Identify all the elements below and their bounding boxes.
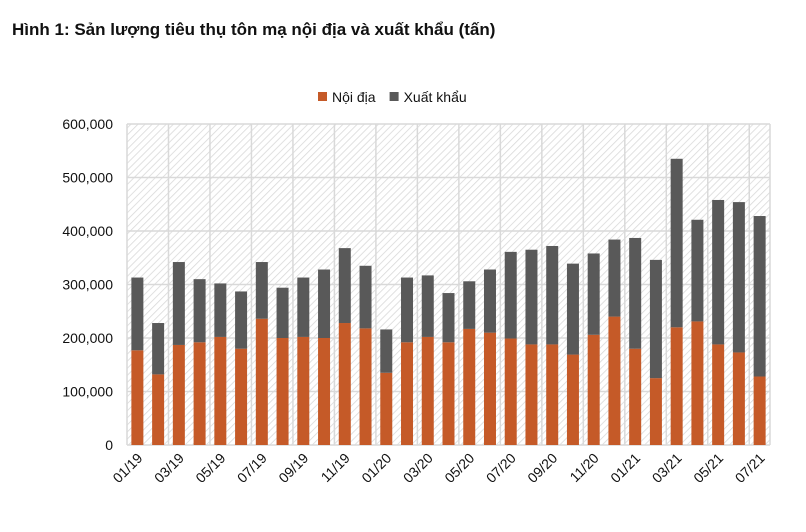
bar-noi-dia	[255, 318, 268, 445]
legend-swatch	[389, 92, 399, 101]
bar-xuat-khau	[504, 251, 517, 339]
bar-xuat-khau	[712, 199, 725, 345]
bar-xuat-khau	[525, 249, 538, 345]
bar-noi-dia	[442, 342, 455, 445]
bar-xuat-khau	[442, 293, 455, 343]
bar-xuat-khau	[380, 329, 393, 373]
bar-xuat-khau	[691, 219, 704, 322]
legend-label: Nội địa	[332, 89, 376, 105]
bar-xuat-khau	[318, 269, 331, 338]
bar-noi-dia	[670, 327, 683, 445]
x-tick-label: 03/21	[649, 450, 685, 486]
bar-noi-dia	[753, 376, 766, 445]
x-tick-label: 07/21	[732, 450, 768, 486]
bar-noi-dia	[463, 328, 476, 445]
x-tick-label: 07/20	[483, 450, 519, 486]
bar-noi-dia	[152, 374, 165, 445]
x-tick-label: 05/20	[441, 450, 477, 486]
bar-noi-dia	[421, 336, 434, 445]
bar-noi-dia	[401, 342, 414, 445]
bar-noi-dia	[566, 354, 579, 445]
x-tick-label: 11/20	[566, 450, 602, 486]
bar-noi-dia	[380, 372, 393, 445]
bar-xuat-khau	[670, 158, 683, 328]
bar-noi-dia	[732, 352, 745, 445]
y-tick-label: 100,000	[62, 384, 113, 400]
x-tick-label: 07/19	[234, 450, 270, 486]
bar-noi-dia	[235, 348, 248, 445]
chart-title: Hình 1: Sản lượng tiêu thụ tôn mạ nội đị…	[12, 20, 496, 39]
bar-noi-dia	[712, 344, 725, 445]
y-tick-label: 500,000	[62, 170, 113, 186]
bar-xuat-khau	[483, 269, 496, 333]
bar-xuat-khau	[359, 265, 372, 329]
bar-xuat-khau	[338, 248, 351, 324]
bar-noi-dia	[629, 348, 642, 445]
bar-xuat-khau	[566, 263, 579, 355]
x-tick-label: 03/20	[400, 450, 436, 486]
bar-xuat-khau	[131, 277, 144, 351]
x-tick-label: 09/20	[524, 450, 560, 486]
x-tick-label: 09/19	[275, 450, 311, 486]
bar-xuat-khau	[193, 279, 206, 343]
bar-noi-dia	[504, 338, 517, 445]
x-tick-label: 05/19	[192, 450, 228, 486]
bar-xuat-khau	[732, 202, 745, 353]
bar-xuat-khau	[753, 216, 766, 377]
bar-noi-dia	[318, 338, 331, 445]
bar-xuat-khau	[276, 287, 289, 338]
bar-xuat-khau	[463, 281, 476, 329]
bar-noi-dia	[525, 344, 538, 445]
y-tick-label: 0	[105, 437, 113, 453]
bar-noi-dia	[214, 336, 227, 445]
bar-noi-dia	[483, 332, 496, 445]
bar-noi-dia	[649, 378, 662, 445]
bar-xuat-khau	[235, 291, 248, 349]
legend-label: Xuất khẩu	[404, 89, 467, 105]
bar-noi-dia	[193, 342, 206, 445]
bar-noi-dia	[131, 350, 144, 445]
bar-xuat-khau	[401, 277, 414, 343]
bar-xuat-khau	[587, 253, 600, 335]
bar-xuat-khau	[649, 259, 662, 379]
x-tick-label: 01/19	[109, 450, 145, 486]
bar-xuat-khau	[255, 262, 268, 319]
bar-xuat-khau	[421, 275, 434, 337]
x-tick-label: 03/19	[151, 450, 187, 486]
bar-xuat-khau	[297, 277, 310, 337]
bar-xuat-khau	[608, 239, 621, 317]
bar-noi-dia	[608, 316, 621, 445]
y-tick-label: 300,000	[62, 277, 113, 293]
bar-noi-dia	[691, 321, 704, 445]
x-tick-label: 01/21	[607, 450, 643, 486]
x-tick-label: 11/19	[318, 450, 354, 486]
bar-noi-dia	[546, 344, 559, 445]
bar-xuat-khau	[629, 237, 642, 349]
y-tick-label: 400,000	[62, 223, 113, 239]
legend: Nội địa Xuất khẩu	[318, 89, 467, 105]
bar-xuat-khau	[172, 262, 185, 345]
y-tick-label: 600,000	[62, 116, 113, 132]
bar-noi-dia	[338, 323, 351, 445]
bar-xuat-khau	[152, 323, 165, 375]
bar-noi-dia	[276, 338, 289, 445]
bar-noi-dia	[172, 344, 185, 445]
bar-xuat-khau	[214, 283, 227, 337]
legend-swatch	[318, 92, 327, 101]
bar-noi-dia	[587, 334, 600, 445]
y-tick-label: 200,000	[62, 330, 113, 346]
bar-noi-dia	[359, 328, 372, 445]
bar-xuat-khau	[546, 245, 559, 345]
x-tick-label: 05/21	[690, 450, 726, 486]
x-tick-label: 01/20	[358, 450, 394, 486]
bar-noi-dia	[297, 336, 310, 445]
